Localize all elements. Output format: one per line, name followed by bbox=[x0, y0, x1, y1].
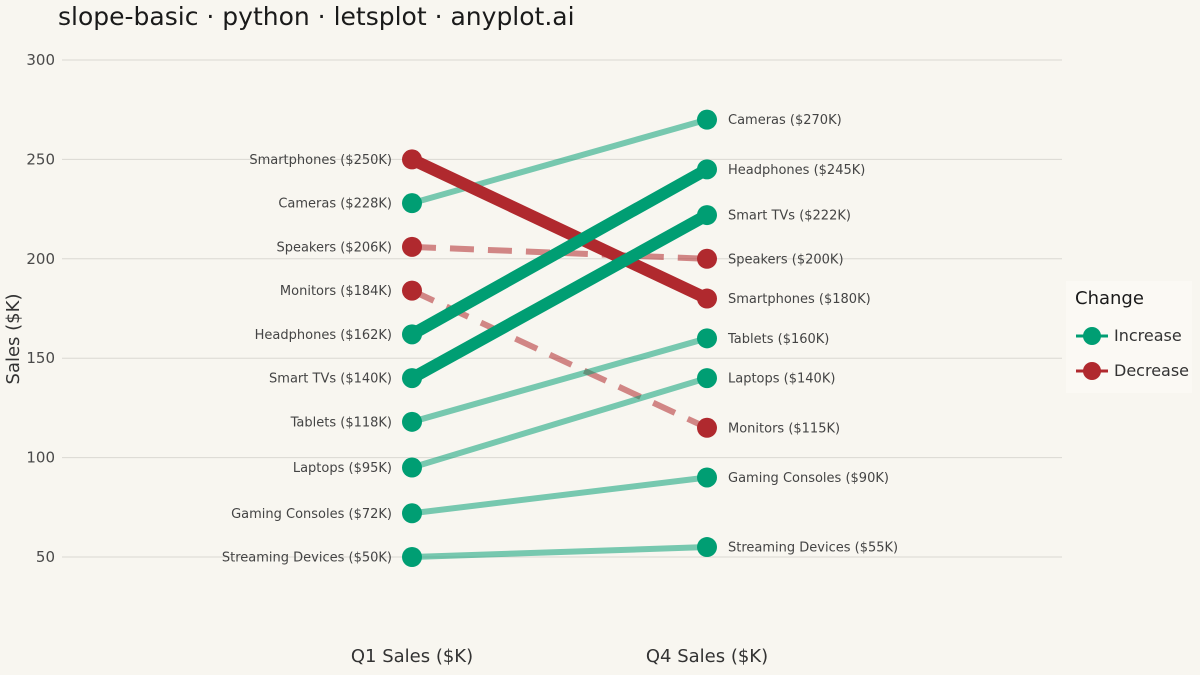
slope-line-gaming-consoles bbox=[411, 474, 708, 517]
label-monitors-q1: Monitors ($184K) bbox=[280, 284, 392, 299]
slope-line-tablets bbox=[411, 335, 708, 425]
point-gaming-consoles-q4 bbox=[697, 467, 717, 488]
point-smart-tvs-q4 bbox=[697, 205, 717, 226]
label-smartphones-q4: Smartphones ($180K) bbox=[728, 292, 871, 307]
legend-title: Change bbox=[1075, 288, 1144, 309]
point-tablets-q4 bbox=[697, 328, 717, 349]
label-gaming-consoles-q4: Gaming Consoles ($90K) bbox=[728, 471, 889, 486]
label-tablets-q4: Tablets ($160K) bbox=[727, 332, 829, 347]
legend-key-decrease bbox=[1076, 362, 1108, 380]
slope-line-streaming-devices bbox=[411, 544, 708, 560]
grid-layer bbox=[62, 59, 1062, 558]
point-tablets-q1 bbox=[402, 411, 422, 432]
point-laptops-q1 bbox=[402, 457, 422, 478]
point-gaming-consoles-q1 bbox=[402, 503, 422, 524]
label-streaming-devices-q4: Streaming Devices ($55K) bbox=[728, 541, 898, 556]
label-tablets-q1: Tablets ($118K) bbox=[290, 415, 392, 430]
y-tick-label-200: 200 bbox=[26, 250, 55, 268]
point-monitors-q4 bbox=[697, 417, 717, 438]
label-smartphones-q1: Smartphones ($250K) bbox=[249, 153, 392, 168]
label-speakers-q1: Speakers ($206K) bbox=[276, 240, 392, 255]
legend-item-increase[interactable]: Increase bbox=[1074, 321, 1192, 351]
y-tick-label-300: 300 bbox=[26, 51, 55, 69]
label-streaming-devices-q1: Streaming Devices ($50K) bbox=[222, 551, 392, 566]
slope-line-smart-tvs bbox=[409, 209, 710, 384]
legend-key-increase bbox=[1076, 327, 1108, 345]
point-streaming-devices-q1 bbox=[402, 547, 422, 567]
y-tick-label-150: 150 bbox=[26, 349, 55, 367]
x-category-label-q1: Q1 Sales ($K) bbox=[351, 646, 473, 667]
point-cameras-q4 bbox=[697, 109, 717, 130]
label-smart-tvs-q1: Smart TVs ($140K) bbox=[269, 372, 392, 387]
label-speakers-q4: Speakers ($200K) bbox=[728, 252, 844, 267]
label-cameras-q1: Cameras ($228K) bbox=[278, 197, 392, 212]
legend-item-decrease[interactable]: Decrease bbox=[1074, 356, 1192, 386]
slope-line-speakers bbox=[411, 243, 708, 262]
y-tick-label-250: 250 bbox=[26, 150, 55, 168]
point-headphones-q1 bbox=[402, 324, 422, 345]
point-streaming-devices-q4 bbox=[697, 537, 717, 558]
point-smartphones-q1 bbox=[402, 149, 422, 170]
label-laptops-q1: Laptops ($95K) bbox=[293, 461, 392, 476]
slope-line-headphones bbox=[409, 164, 710, 340]
chart-title: slope-basic · python · letsplot · anyplo… bbox=[58, 2, 575, 31]
label-gaming-consoles-q1: Gaming Consoles ($72K) bbox=[231, 507, 392, 522]
x-axis-categories: Q1 Sales ($K) Q4 Sales ($K) bbox=[351, 646, 768, 667]
point-monitors-q1 bbox=[402, 280, 422, 301]
slope-line-smartphones bbox=[409, 153, 710, 304]
point-laptops-q4 bbox=[697, 368, 717, 389]
label-smart-tvs-q4: Smart TVs ($222K) bbox=[728, 209, 851, 224]
point-headphones-q4 bbox=[697, 159, 717, 180]
point-labels: Smartphones ($250K) Smartphones ($180K) Ca… bbox=[222, 113, 898, 565]
label-laptops-q4: Laptops ($140K) bbox=[728, 372, 835, 387]
label-cameras-q4: Cameras ($270K) bbox=[728, 113, 842, 128]
y-tick-label-100: 100 bbox=[26, 449, 55, 467]
y-tick-label-50: 50 bbox=[36, 548, 55, 566]
legend-label-decrease: Decrease bbox=[1114, 361, 1190, 380]
point-speakers-q4 bbox=[697, 248, 717, 269]
x-category-label-q4: Q4 Sales ($K) bbox=[646, 646, 768, 667]
point-cameras-q1 bbox=[402, 193, 422, 214]
label-headphones-q4: Headphones ($245K) bbox=[728, 163, 865, 178]
slope-line-laptops bbox=[411, 375, 708, 471]
point-speakers-q1 bbox=[402, 236, 422, 257]
y-axis-ticks: 50 100 150 200 250 300 bbox=[26, 51, 55, 566]
point-smart-tvs-q1 bbox=[402, 368, 422, 389]
data-points bbox=[402, 109, 717, 567]
legend: Change Increase Decrease bbox=[1066, 281, 1192, 393]
legend-label-increase: Increase bbox=[1114, 326, 1182, 345]
label-monitors-q4: Monitors ($115K) bbox=[728, 421, 840, 436]
label-headphones-q1: Headphones ($162K) bbox=[255, 328, 392, 343]
slope-lines bbox=[409, 116, 710, 560]
y-axis-title: Sales ($K) bbox=[3, 294, 24, 385]
point-smartphones-q4 bbox=[697, 288, 717, 309]
